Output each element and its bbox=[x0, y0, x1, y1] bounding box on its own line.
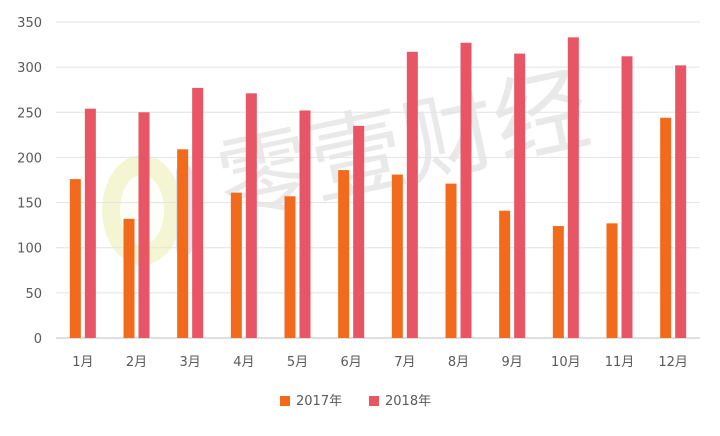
bar-series-2017 bbox=[284, 196, 296, 338]
x-tick-label: 8月 bbox=[448, 355, 469, 370]
x-tick-label: 2月 bbox=[126, 355, 147, 370]
x-tick-label: 1月 bbox=[72, 355, 93, 370]
bar-series-2017 bbox=[123, 218, 135, 338]
gridlines bbox=[56, 21, 700, 339]
x-tick-label: 5月 bbox=[287, 355, 308, 370]
y-tick-label: 100 bbox=[17, 242, 42, 257]
y-tick-label: 300 bbox=[17, 61, 42, 76]
bar-series-2018 bbox=[84, 108, 96, 338]
legend-label: 2018年 bbox=[385, 394, 431, 409]
y-tick-label: 50 bbox=[25, 287, 42, 302]
bar-series-2017 bbox=[69, 179, 81, 338]
y-tick-label: 0 bbox=[34, 332, 42, 347]
y-tick-label: 350 bbox=[17, 16, 42, 31]
bar-series-2017 bbox=[230, 192, 242, 338]
y-tick-label: 250 bbox=[17, 106, 42, 121]
bar-series-2018 bbox=[299, 110, 311, 338]
x-tick-label: 6月 bbox=[341, 355, 362, 370]
bar-series-2018 bbox=[406, 51, 418, 339]
watermark-text: 零壹财经 bbox=[208, 55, 598, 240]
x-tick-label: 11月 bbox=[605, 355, 635, 370]
legend-swatch bbox=[369, 396, 379, 406]
bar-series-2018 bbox=[353, 125, 365, 338]
bar-series-2018 bbox=[245, 93, 257, 338]
x-tick-label: 9月 bbox=[502, 355, 523, 370]
x-tick-label: 3月 bbox=[180, 355, 201, 370]
y-axis-ticks: 0 50 100 150 200 250 300 350 bbox=[17, 16, 42, 347]
bar-series-2018 bbox=[514, 53, 526, 338]
bar-series-2018 bbox=[460, 42, 472, 338]
bar-series-2017 bbox=[338, 170, 350, 338]
x-tick-label: 10月 bbox=[551, 355, 581, 370]
bar-series-2018 bbox=[192, 87, 204, 338]
bar-series-2018 bbox=[621, 56, 633, 339]
x-tick-label: 7月 bbox=[394, 355, 415, 370]
x-tick-label: 12月 bbox=[658, 355, 688, 370]
x-axis-ticks: 1月 2月 3月 4月 5月 6月 7月 8月 9月 10月 11月 12月 bbox=[72, 355, 688, 370]
bar-series-2017 bbox=[660, 117, 672, 339]
legend-label: 2017年 bbox=[296, 394, 342, 409]
legend: 2017年 2018年 bbox=[280, 394, 431, 409]
x-tick-label: 4月 bbox=[233, 355, 254, 370]
bar-series-2017 bbox=[606, 223, 618, 338]
bar-series-2018 bbox=[675, 65, 687, 338]
bar-series-2017 bbox=[499, 210, 511, 338]
y-tick-label: 150 bbox=[17, 197, 42, 212]
bar-series-2017 bbox=[445, 183, 457, 338]
bar-series-2017 bbox=[177, 149, 189, 338]
bars bbox=[69, 37, 687, 339]
bar-series-2018 bbox=[567, 37, 579, 338]
bar-series-2017 bbox=[552, 226, 564, 338]
y-tick-label: 200 bbox=[17, 151, 42, 166]
bar-series-2018 bbox=[138, 112, 150, 339]
bar-series-2017 bbox=[391, 174, 403, 338]
legend-swatch bbox=[280, 396, 290, 406]
